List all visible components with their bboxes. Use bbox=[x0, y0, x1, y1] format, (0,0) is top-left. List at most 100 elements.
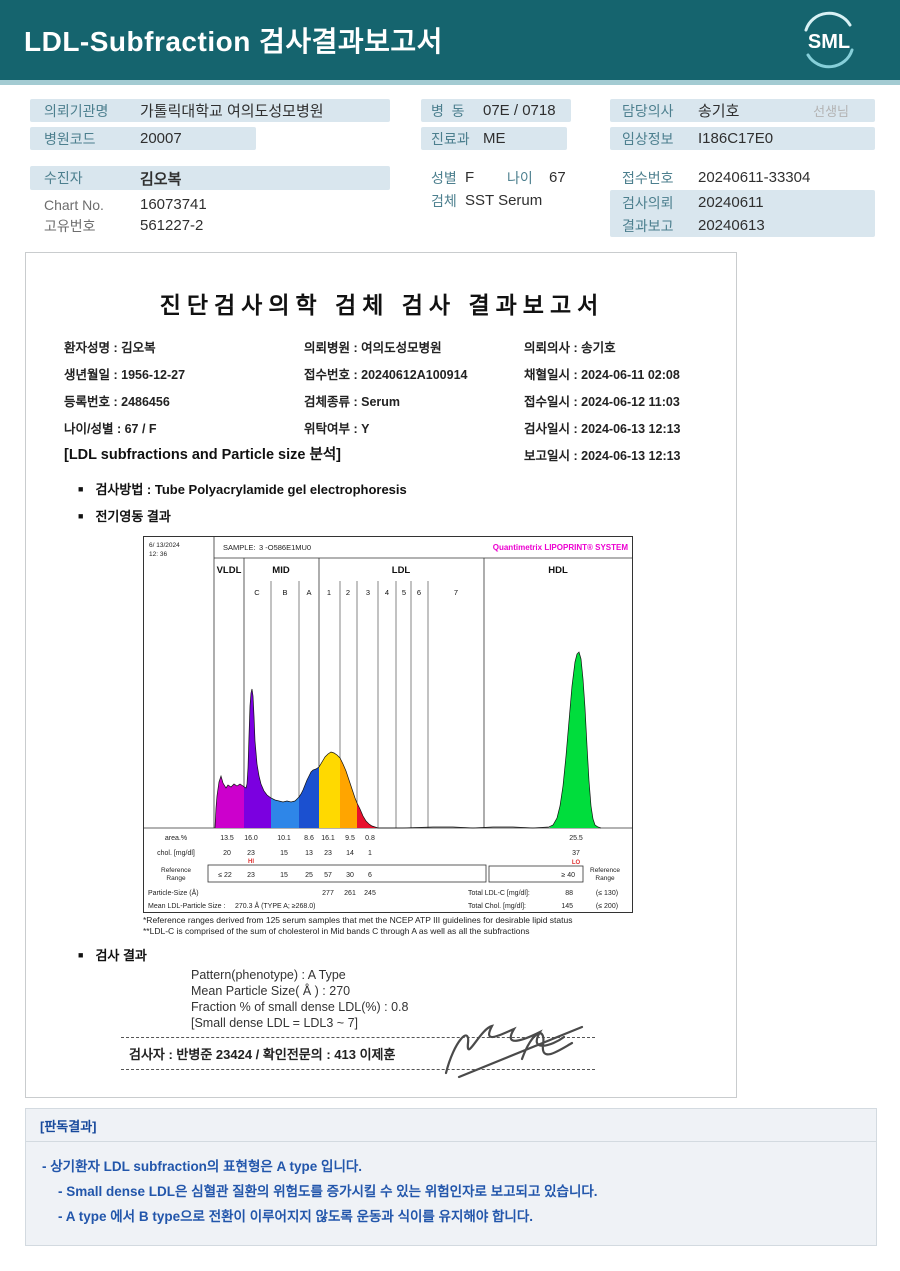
field-label: 성별 bbox=[431, 169, 457, 186]
doc-field-label: 보고일시 bbox=[524, 449, 571, 463]
field-chart-no: Chart No. 16073741 bbox=[30, 193, 390, 216]
chol-value: 15 bbox=[280, 850, 288, 857]
separator: : bbox=[570, 341, 582, 355]
total-chol-value: 145 bbox=[561, 903, 573, 910]
title-bar: LDL-Subfraction 검사결과보고서 SML bbox=[0, 0, 900, 80]
field-label: 고유번호 bbox=[44, 217, 96, 234]
doc-field: 등록번호 : 2486456 bbox=[64, 391, 170, 410]
method-label: 검사방법 : bbox=[95, 482, 152, 497]
result-label: 검사 결과 bbox=[95, 948, 147, 963]
logo-text: SML bbox=[808, 31, 850, 53]
separator: : bbox=[570, 395, 582, 409]
field-label: 결과보고 bbox=[622, 217, 674, 234]
particle-value: 277 bbox=[322, 890, 334, 897]
doc-field-value: 2486456 bbox=[121, 395, 170, 409]
trace-ldl2 bbox=[340, 758, 357, 828]
field-value: F bbox=[465, 169, 475, 186]
field-specimen: 검체 SST Serum bbox=[421, 189, 611, 212]
trace-mid-b bbox=[271, 797, 299, 828]
field-label: 의뢰기관명 bbox=[44, 102, 109, 119]
result-block: Pattern(phenotype) : A Type Mean Particl… bbox=[191, 967, 408, 1031]
separator: : bbox=[350, 395, 362, 409]
ref-value: 25 bbox=[305, 872, 313, 879]
section-title: [LDL subfractions and Particle size 분석] bbox=[64, 447, 341, 463]
bullet-icon: ■ bbox=[78, 484, 84, 494]
chol-value: 37 bbox=[572, 850, 580, 857]
area-value: 16.1 bbox=[321, 835, 335, 842]
trace-hdl bbox=[549, 652, 601, 828]
footnote-2: **LDL-C is comprised of the sum of chole… bbox=[143, 926, 530, 936]
field-doctor: 담당의사 송기호 선생님 bbox=[610, 99, 875, 122]
doc-field-label: 접수일시 bbox=[524, 395, 571, 409]
sml-logo-icon: SML bbox=[804, 11, 854, 69]
chart-date: 6/ 13/2024 bbox=[149, 542, 180, 549]
doc-field-value: 2024-06-13 12:13 bbox=[581, 449, 681, 463]
bullet-icon: ■ bbox=[78, 950, 84, 960]
field-ward: 병 동 07E / 0718 bbox=[421, 99, 571, 122]
area-value: 0.8 bbox=[365, 835, 375, 842]
doc-field-value: 1956-12-27 bbox=[121, 368, 186, 382]
separator: : bbox=[350, 368, 362, 382]
doc-field-value: 송기호 bbox=[581, 341, 616, 355]
doc-field-value: 2024-06-13 12:13 bbox=[581, 422, 681, 436]
trace-vldl bbox=[215, 776, 244, 828]
field-value: 67 bbox=[549, 169, 566, 186]
sample-id: 3 -O586E1MU0 bbox=[259, 543, 311, 552]
interpretation-title: [판독결과] bbox=[26, 1109, 876, 1142]
mean-label: Mean LDL-Particle Size : bbox=[148, 903, 225, 910]
field-sex-age: 성별 F 나이 67 bbox=[421, 166, 611, 189]
chol-value: 23 bbox=[247, 850, 255, 857]
field-value: I186C17E0 bbox=[698, 130, 774, 147]
doc-field: 접수일시 : 2024-06-12 11:03 bbox=[524, 391, 680, 410]
field-value: 20007 bbox=[140, 130, 182, 147]
subband-label: A bbox=[306, 588, 311, 597]
ref-value: 23 bbox=[247, 872, 255, 879]
total-chol-label: Total Chol. [mg/dl]: bbox=[468, 903, 526, 910]
field-suffix: 선생님 bbox=[813, 104, 849, 119]
doc-field-label: 검체종류 bbox=[304, 395, 351, 409]
ref-label-right: Reference bbox=[590, 867, 620, 874]
field-value: 20240611 bbox=[698, 194, 764, 211]
band-group-mid: MID bbox=[272, 565, 290, 576]
field-label: 병 동 bbox=[431, 102, 465, 119]
area-value: 25.5 bbox=[569, 835, 583, 842]
subband-label: 3 bbox=[366, 588, 370, 597]
field-label: 임상정보 bbox=[622, 130, 674, 147]
field-hospital-code: 병원코드 20007 bbox=[30, 127, 256, 150]
examiner-line: 검사자 : 반병준 23424 / 확인전문의 : 413 이제훈 bbox=[121, 1037, 595, 1070]
field-request-date: 검사의뢰 20240611 bbox=[610, 191, 875, 214]
ref-value: 6 bbox=[368, 872, 372, 879]
total-ldl-label: Total LDL-C [mg/dl]: bbox=[468, 890, 530, 897]
field-value: 송기호 bbox=[698, 103, 740, 120]
bullet-icon: ■ bbox=[78, 511, 84, 521]
system-title: Quantimetrix LIPOPRINT® SYSTEM bbox=[493, 543, 629, 552]
electrophoresis-plot: 6/ 13/2024 12: 36 SAMPLE: 3 -O586E1MU0 Q… bbox=[143, 536, 633, 913]
ref-label-right: Range bbox=[595, 875, 615, 882]
field-label: 검사의뢰 bbox=[622, 194, 674, 211]
banner-divider bbox=[0, 80, 900, 85]
field-value: 20240611-33304 bbox=[698, 169, 811, 186]
method-value: Tube Polyacrylamide gel electrophoresis bbox=[154, 482, 407, 497]
field-value: 20240613 bbox=[698, 217, 765, 234]
field-value: ME bbox=[483, 130, 506, 147]
field-label: 나이 bbox=[507, 169, 533, 186]
subband-label: C bbox=[254, 588, 260, 597]
doc-field-value: 2024-06-12 11:03 bbox=[581, 395, 680, 409]
field-label: 수진자 bbox=[44, 170, 83, 186]
flag-lo: LO bbox=[572, 860, 581, 866]
chol-value: 13 bbox=[305, 850, 313, 857]
field-value: SST Serum bbox=[465, 192, 543, 209]
separator: : bbox=[110, 368, 122, 382]
area-value: 10.1 bbox=[277, 835, 291, 842]
field-report-date: 결과보고 20240613 bbox=[610, 214, 875, 237]
doc-field: 검사일시 : 2024-06-13 12:13 bbox=[524, 418, 681, 437]
total-ldl-value: 88 bbox=[565, 890, 573, 897]
doc-field-value: 2024-06-11 02:08 bbox=[581, 368, 680, 382]
field-label: 접수번호 bbox=[622, 169, 674, 186]
chol-value: 14 bbox=[346, 850, 354, 857]
doc-field-label: 나이/성별 bbox=[64, 422, 114, 436]
trace-mid-c bbox=[244, 689, 271, 828]
doc-field: 접수번호 : 20240612A100914 bbox=[304, 364, 467, 383]
ref-value: 15 bbox=[280, 872, 288, 879]
report-title: 진단검사의학 검체 검사 결과보고서 bbox=[159, 292, 605, 318]
